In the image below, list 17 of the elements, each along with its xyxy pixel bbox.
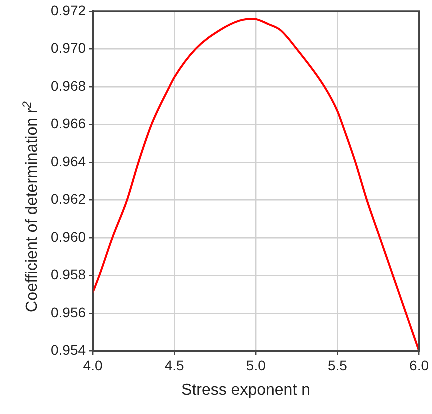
y-tick-label: 0.956 [50, 304, 86, 320]
x-tick-label: 4.0 [83, 357, 103, 374]
y-tick-label: 0.972 [50, 2, 86, 18]
y-tick-label: 0.960 [50, 228, 86, 245]
x-axis-title: Stress exponent n [180, 382, 312, 400]
x-tick-label: 4.5 [164, 357, 185, 374]
y-tick-label: 0.958 [50, 266, 86, 283]
y-tick-label: 0.966 [50, 116, 86, 132]
y-tick-label: 0.968 [50, 78, 86, 94]
y-tick-label: 0.954 [50, 342, 86, 358]
x-tick-label: 5.5 [328, 357, 348, 374]
x-tick-label: 6.0 [410, 357, 430, 374]
y-tick-label: 0.964 [50, 153, 86, 170]
line-series [93, 18, 420, 352]
y-tick-label: 0.962 [50, 191, 86, 208]
x-tick-label: 5.0 [246, 357, 266, 374]
y-tick-label: 0.970 [50, 40, 86, 56]
